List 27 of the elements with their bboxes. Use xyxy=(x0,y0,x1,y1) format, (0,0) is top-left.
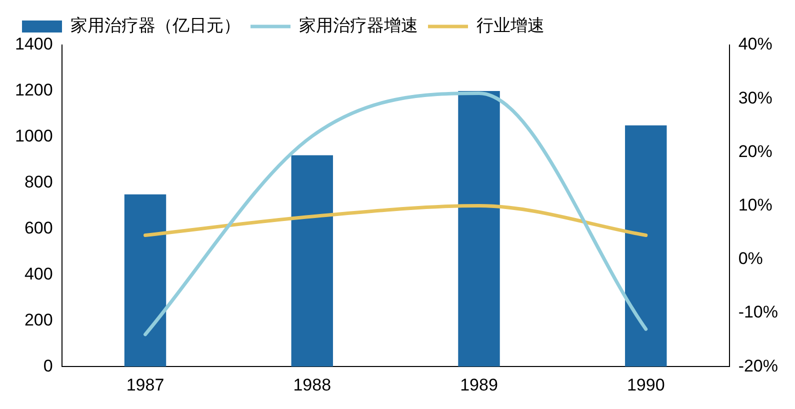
bar xyxy=(124,194,166,367)
legend-label: 家用治疗器（亿日元） xyxy=(70,16,240,36)
y-tick-label: 600 xyxy=(24,218,53,238)
x-tick-label: 1990 xyxy=(626,375,665,394)
x-tick-label: 1989 xyxy=(460,375,498,394)
legend-label: 家用治疗器增速 xyxy=(299,16,418,36)
line-series xyxy=(144,91,648,336)
y-tick-label: 0 xyxy=(43,356,53,376)
bar xyxy=(625,125,667,367)
y2-tick-label: 30% xyxy=(738,88,772,108)
legend-label: 行业增速 xyxy=(476,16,544,36)
y-tick-label: 1200 xyxy=(14,80,53,100)
x-tick-label: 1988 xyxy=(293,375,332,394)
y-tick-label: 1000 xyxy=(14,126,53,146)
x-tick-label: 1987 xyxy=(126,375,164,394)
y2-tick-label: 40% xyxy=(738,34,772,54)
bar xyxy=(291,155,333,367)
y2-tick-label: -20% xyxy=(738,356,778,376)
y-tick-label: 1400 xyxy=(14,34,53,54)
y2-tick-label: 10% xyxy=(738,195,772,214)
bar xyxy=(458,90,500,367)
y2-tick-label: 20% xyxy=(738,142,772,161)
y2-tick-label: 0% xyxy=(738,249,763,268)
y-tick-label: 800 xyxy=(24,172,53,192)
y-tick-label: 200 xyxy=(24,310,53,330)
y-tick-label: 400 xyxy=(24,264,53,284)
y2-tick-label: -10% xyxy=(738,302,778,322)
